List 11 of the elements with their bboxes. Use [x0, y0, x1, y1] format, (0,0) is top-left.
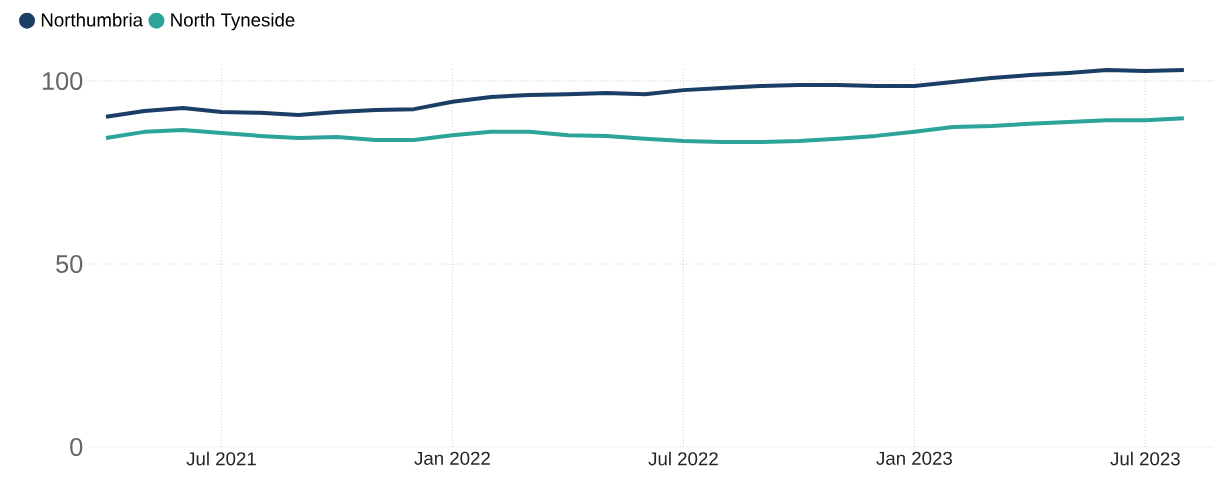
- y-tick-label: 100: [42, 72, 83, 90]
- legend-label: North Tyneside: [171, 12, 295, 31]
- x-tick-label: Jul 2022: [648, 451, 718, 466]
- x-tick-label: Jan 2022: [414, 451, 490, 465]
- x-tick-label: Jul 2023: [1110, 451, 1180, 466]
- x-tick-label: Jul 2021: [186, 451, 256, 466]
- y-tick-label: 50: [56, 255, 83, 273]
- line-series: [103, 116, 1186, 145]
- y-tick-label: 0: [70, 438, 83, 456]
- legend-label: Northumbria: [41, 12, 144, 27]
- x-tick-label: Jan 2023: [876, 451, 952, 465]
